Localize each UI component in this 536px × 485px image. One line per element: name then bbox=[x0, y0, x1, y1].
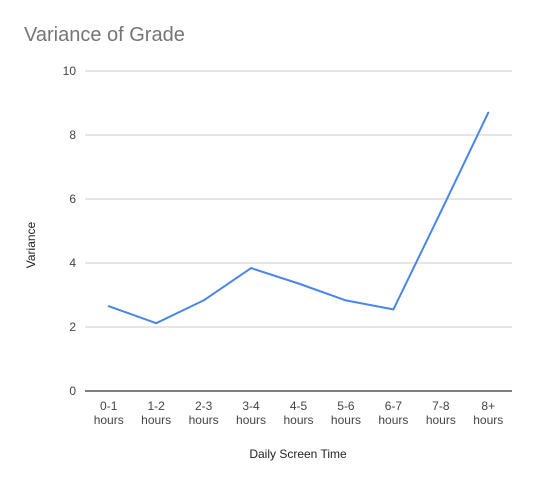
y-axis-ticks: 0 2 4 6 8 10 bbox=[63, 64, 77, 398]
x-tick-label-1: 1-2 hours bbox=[141, 399, 171, 427]
x-tick-label-7: 7-8 hours bbox=[426, 399, 456, 427]
y-axis-label: Variance bbox=[24, 221, 38, 268]
data-point-0-7 bbox=[439, 210, 442, 213]
data-point-0-0 bbox=[107, 305, 110, 308]
x-tick-label-5: 5-6 hours bbox=[331, 399, 361, 427]
y-tick-label-4: 4 bbox=[69, 256, 76, 270]
data-point-0-1 bbox=[155, 322, 158, 325]
x-tick-label-8: 8+ hours bbox=[473, 399, 503, 427]
y-tick-label-10: 10 bbox=[63, 64, 77, 78]
data-point-0-3 bbox=[250, 267, 253, 270]
x-tick-label-4: 4-5 hours bbox=[283, 399, 313, 427]
x-axis-label: Daily Screen Time bbox=[249, 447, 347, 461]
series-layer bbox=[107, 111, 490, 325]
x-tick-label-0: 0-1 hours bbox=[94, 399, 124, 427]
grid-lines bbox=[85, 70, 512, 392]
series-line-0 bbox=[108, 112, 490, 325]
y-tick-label-0: 0 bbox=[69, 384, 76, 398]
data-point-0-4 bbox=[297, 282, 300, 285]
y-tick-label-8: 8 bbox=[69, 128, 76, 142]
x-tick-label-2: 2-3 hours bbox=[189, 399, 219, 427]
x-tick-label-6: 6-7 hours bbox=[378, 399, 408, 427]
x-tick-label-3: 3-4 hours bbox=[236, 399, 266, 427]
x-axis-ticks: 0-1 hours 1-2 hours 2-3 hours 3-4 hours 4-5 hours… bbox=[94, 399, 504, 427]
y-tick-label-6: 6 bbox=[69, 192, 76, 206]
data-point-0-2 bbox=[202, 299, 205, 302]
data-point-0-6 bbox=[392, 308, 395, 311]
chart-title: Variance of Grade bbox=[24, 24, 185, 46]
data-point-0-5 bbox=[344, 299, 347, 302]
y-tick-label-2: 2 bbox=[69, 320, 76, 334]
data-point-0-8 bbox=[487, 111, 490, 114]
